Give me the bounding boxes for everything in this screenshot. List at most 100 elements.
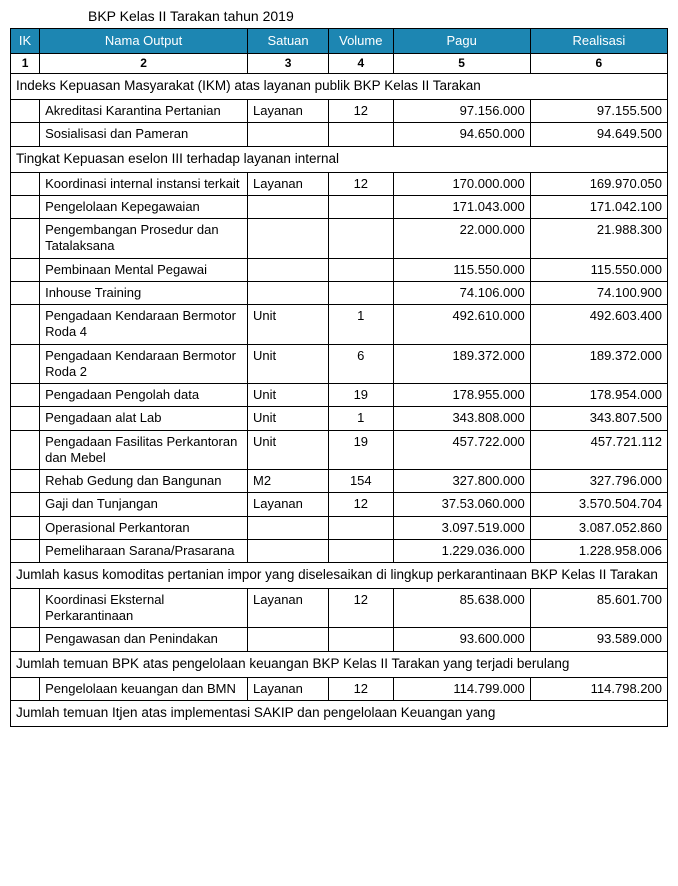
cell-satuan — [248, 281, 329, 304]
cell-satuan: Layanan — [248, 493, 329, 516]
table-row: Rehab Gedung dan BangunanM2154327.800.00… — [11, 470, 668, 493]
cell-nama: Koordinasi internal instansi terkait — [40, 172, 248, 195]
cell-satuan: Unit — [248, 407, 329, 430]
table-row: Pengembangan Prosedur dan Tatalaksana22.… — [11, 219, 668, 259]
cell-volume: 19 — [329, 384, 393, 407]
cell-nama: Pemeliharaan Sarana/Prasarana — [40, 539, 248, 562]
cell-pagu: 189.372.000 — [393, 344, 530, 384]
cell-nama: Pengelolaan Kepegawaian — [40, 195, 248, 218]
table-row: Gaji dan TunjanganLayanan1237.53.060.000… — [11, 493, 668, 516]
cell-volume: 154 — [329, 470, 393, 493]
col-header-realisasi: Realisasi — [530, 29, 667, 54]
cell-ik — [11, 172, 40, 195]
section-title: Jumlah temuan BPK atas pengelolaan keuan… — [11, 651, 668, 677]
col-header-volume: Volume — [329, 29, 393, 54]
table-row: Pengadaan Kendaraan Bermotor Roda 4Unit1… — [11, 305, 668, 345]
col-header-ik: IK — [11, 29, 40, 54]
col-header-pagu: Pagu — [393, 29, 530, 54]
cell-realisasi: 93.589.000 — [530, 628, 667, 651]
section-row: Jumlah temuan BPK atas pengelolaan keuan… — [11, 651, 668, 677]
cell-nama: Pengadaan Pengolah data — [40, 384, 248, 407]
cell-realisasi: 74.100.900 — [530, 281, 667, 304]
cell-ik — [11, 588, 40, 628]
cell-nama: Pengembangan Prosedur dan Tatalaksana — [40, 219, 248, 259]
cell-pagu: 3.097.519.000 — [393, 516, 530, 539]
cell-volume — [329, 258, 393, 281]
cell-nama: Pengadaan alat Lab — [40, 407, 248, 430]
cell-pagu: 85.638.000 — [393, 588, 530, 628]
cell-realisasi: 171.042.100 — [530, 195, 667, 218]
cell-realisasi: 169.970.050 — [530, 172, 667, 195]
cell-satuan — [248, 219, 329, 259]
cell-ik — [11, 344, 40, 384]
table-row: Koordinasi internal instansi terkaitLaya… — [11, 172, 668, 195]
cell-nama: Koordinasi Eksternal Perkarantinaan — [40, 588, 248, 628]
cell-nama: Gaji dan Tunjangan — [40, 493, 248, 516]
cell-nama: Pengawasan dan Penindakan — [40, 628, 248, 651]
cell-satuan — [248, 258, 329, 281]
cell-pagu: 457.722.000 — [393, 430, 530, 470]
section-title: Jumlah kasus komoditas pertanian impor y… — [11, 563, 668, 589]
section-row: Tingkat Kepuasan eselon III terhadap lay… — [11, 146, 668, 172]
table-row: Operasional Perkantoran3.097.519.0003.08… — [11, 516, 668, 539]
table-body: Indeks Kepuasan Masyarakat (IKM) atas la… — [11, 74, 668, 726]
cell-volume — [329, 281, 393, 304]
cell-pagu: 1.229.036.000 — [393, 539, 530, 562]
colnum-1: 1 — [11, 54, 40, 74]
cell-pagu: 37.53.060.000 — [393, 493, 530, 516]
cell-nama: Pengadaan Fasilitas Perkantoran dan Mebe… — [40, 430, 248, 470]
cell-satuan — [248, 123, 329, 146]
cell-realisasi: 327.796.000 — [530, 470, 667, 493]
cell-satuan: Unit — [248, 384, 329, 407]
colnum-5: 5 — [393, 54, 530, 74]
cell-ik — [11, 430, 40, 470]
cell-satuan: Unit — [248, 344, 329, 384]
cell-volume — [329, 219, 393, 259]
table-row: Sosialisasi dan Pameran94.650.00094.649.… — [11, 123, 668, 146]
cell-ik — [11, 195, 40, 218]
table-row: Pembinaan Mental Pegawai115.550.000115.5… — [11, 258, 668, 281]
col-header-satuan: Satuan — [248, 29, 329, 54]
section-row: Indeks Kepuasan Masyarakat (IKM) atas la… — [11, 74, 668, 100]
cell-ik — [11, 384, 40, 407]
table-row: Pengelolaan Kepegawaian 171.043.000171.04… — [11, 195, 668, 218]
cell-realisasi: 178.954.000 — [530, 384, 667, 407]
cell-pagu: 171.043.000 — [393, 195, 530, 218]
section-title: Indeks Kepuasan Masyarakat (IKM) atas la… — [11, 74, 668, 100]
colnum-2: 2 — [40, 54, 248, 74]
table-row: Inhouse Training74.106.00074.100.900 — [11, 281, 668, 304]
section-title: Jumlah temuan Itjen atas implementasi SA… — [11, 700, 668, 726]
cell-satuan — [248, 539, 329, 562]
cell-pagu: 115.550.000 — [393, 258, 530, 281]
table-row: Pengadaan Fasilitas Perkantoran dan Mebe… — [11, 430, 668, 470]
cell-ik — [11, 281, 40, 304]
table-row: Pengawasan dan Penindakan93.600.00093.58… — [11, 628, 668, 651]
cell-pagu: 94.650.000 — [393, 123, 530, 146]
cell-pagu: 343.808.000 — [393, 407, 530, 430]
cell-satuan: M2 — [248, 470, 329, 493]
cell-satuan — [248, 516, 329, 539]
cell-nama: Pengadaan Kendaraan Bermotor Roda 4 — [40, 305, 248, 345]
cell-realisasi: 114.798.200 — [530, 677, 667, 700]
cell-pagu: 97.156.000 — [393, 100, 530, 123]
cell-realisasi: 85.601.700 — [530, 588, 667, 628]
cell-pagu: 170.000.000 — [393, 172, 530, 195]
cell-volume — [329, 123, 393, 146]
table-number-row: 1 2 3 4 5 6 — [11, 54, 668, 74]
cell-volume — [329, 539, 393, 562]
cell-pagu: 114.799.000 — [393, 677, 530, 700]
cell-ik — [11, 305, 40, 345]
cell-realisasi: 115.550.000 — [530, 258, 667, 281]
cell-satuan — [248, 628, 329, 651]
cell-ik — [11, 100, 40, 123]
cell-volume: 1 — [329, 305, 393, 345]
table-header-row: IK Nama Output Satuan Volume Pagu Realis… — [11, 29, 668, 54]
cell-ik — [11, 539, 40, 562]
cell-realisasi: 1.228.958.006 — [530, 539, 667, 562]
table-row: Pemeliharaan Sarana/Prasarana 1.229.036.0… — [11, 539, 668, 562]
cell-nama: Inhouse Training — [40, 281, 248, 304]
cell-pagu: 492.610.000 — [393, 305, 530, 345]
cell-realisasi: 97.155.500 — [530, 100, 667, 123]
table-row: Koordinasi Eksternal PerkarantinaanLayan… — [11, 588, 668, 628]
cell-nama: Rehab Gedung dan Bangunan — [40, 470, 248, 493]
